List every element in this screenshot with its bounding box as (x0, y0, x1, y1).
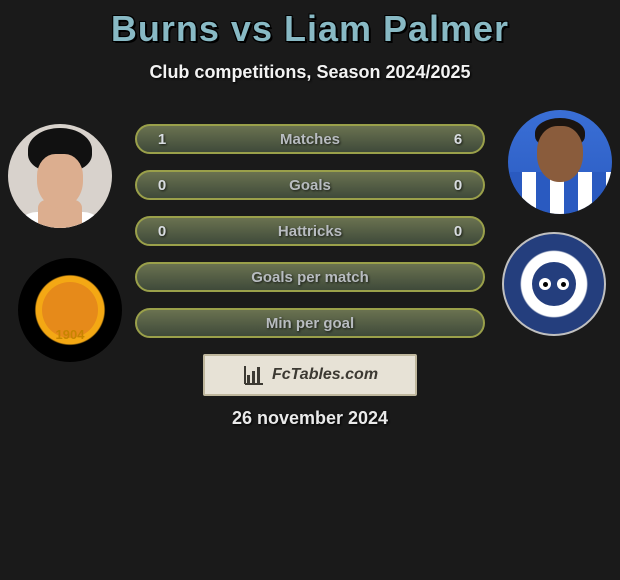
stat-left: 1 (151, 131, 173, 148)
stat-label: Goals (173, 177, 447, 194)
club2-badge (502, 232, 606, 336)
stat-pill: 0Hattricks0 (135, 216, 485, 246)
stat-pills: 1Matches60Goals00Hattricks0Goals per mat… (135, 124, 485, 338)
stat-right: 0 (447, 223, 469, 240)
stat-label: Hattricks (173, 223, 447, 240)
stat-pill: 0Goals0 (135, 170, 485, 200)
stat-left: 0 (151, 177, 173, 194)
title: Burns vs Liam Palmer (0, 0, 620, 50)
date-text: 26 november 2024 (0, 408, 620, 429)
stat-right: 6 (447, 131, 469, 148)
chart-icon (242, 363, 266, 387)
stat-left: 0 (151, 223, 173, 240)
club1-year: 1904 (20, 327, 120, 342)
player2-avatar (508, 110, 612, 214)
player1-avatar (8, 124, 112, 228)
stat-pill: Goals per match (135, 262, 485, 292)
brand-box[interactable]: FcTables.com (203, 354, 417, 396)
brand-text: FcTables.com (272, 366, 378, 384)
comparison-card: Burns vs Liam Palmer Club competitions, … (0, 0, 620, 580)
stat-pill: 1Matches6 (135, 124, 485, 154)
subtitle: Club competitions, Season 2024/2025 (0, 62, 620, 83)
stat-label: Matches (173, 131, 447, 148)
stat-right: 0 (447, 177, 469, 194)
stat-label: Min per goal (173, 315, 447, 332)
stat-pill: Min per goal (135, 308, 485, 338)
stat-label: Goals per match (173, 269, 447, 286)
club1-badge: 1904 (18, 258, 122, 362)
